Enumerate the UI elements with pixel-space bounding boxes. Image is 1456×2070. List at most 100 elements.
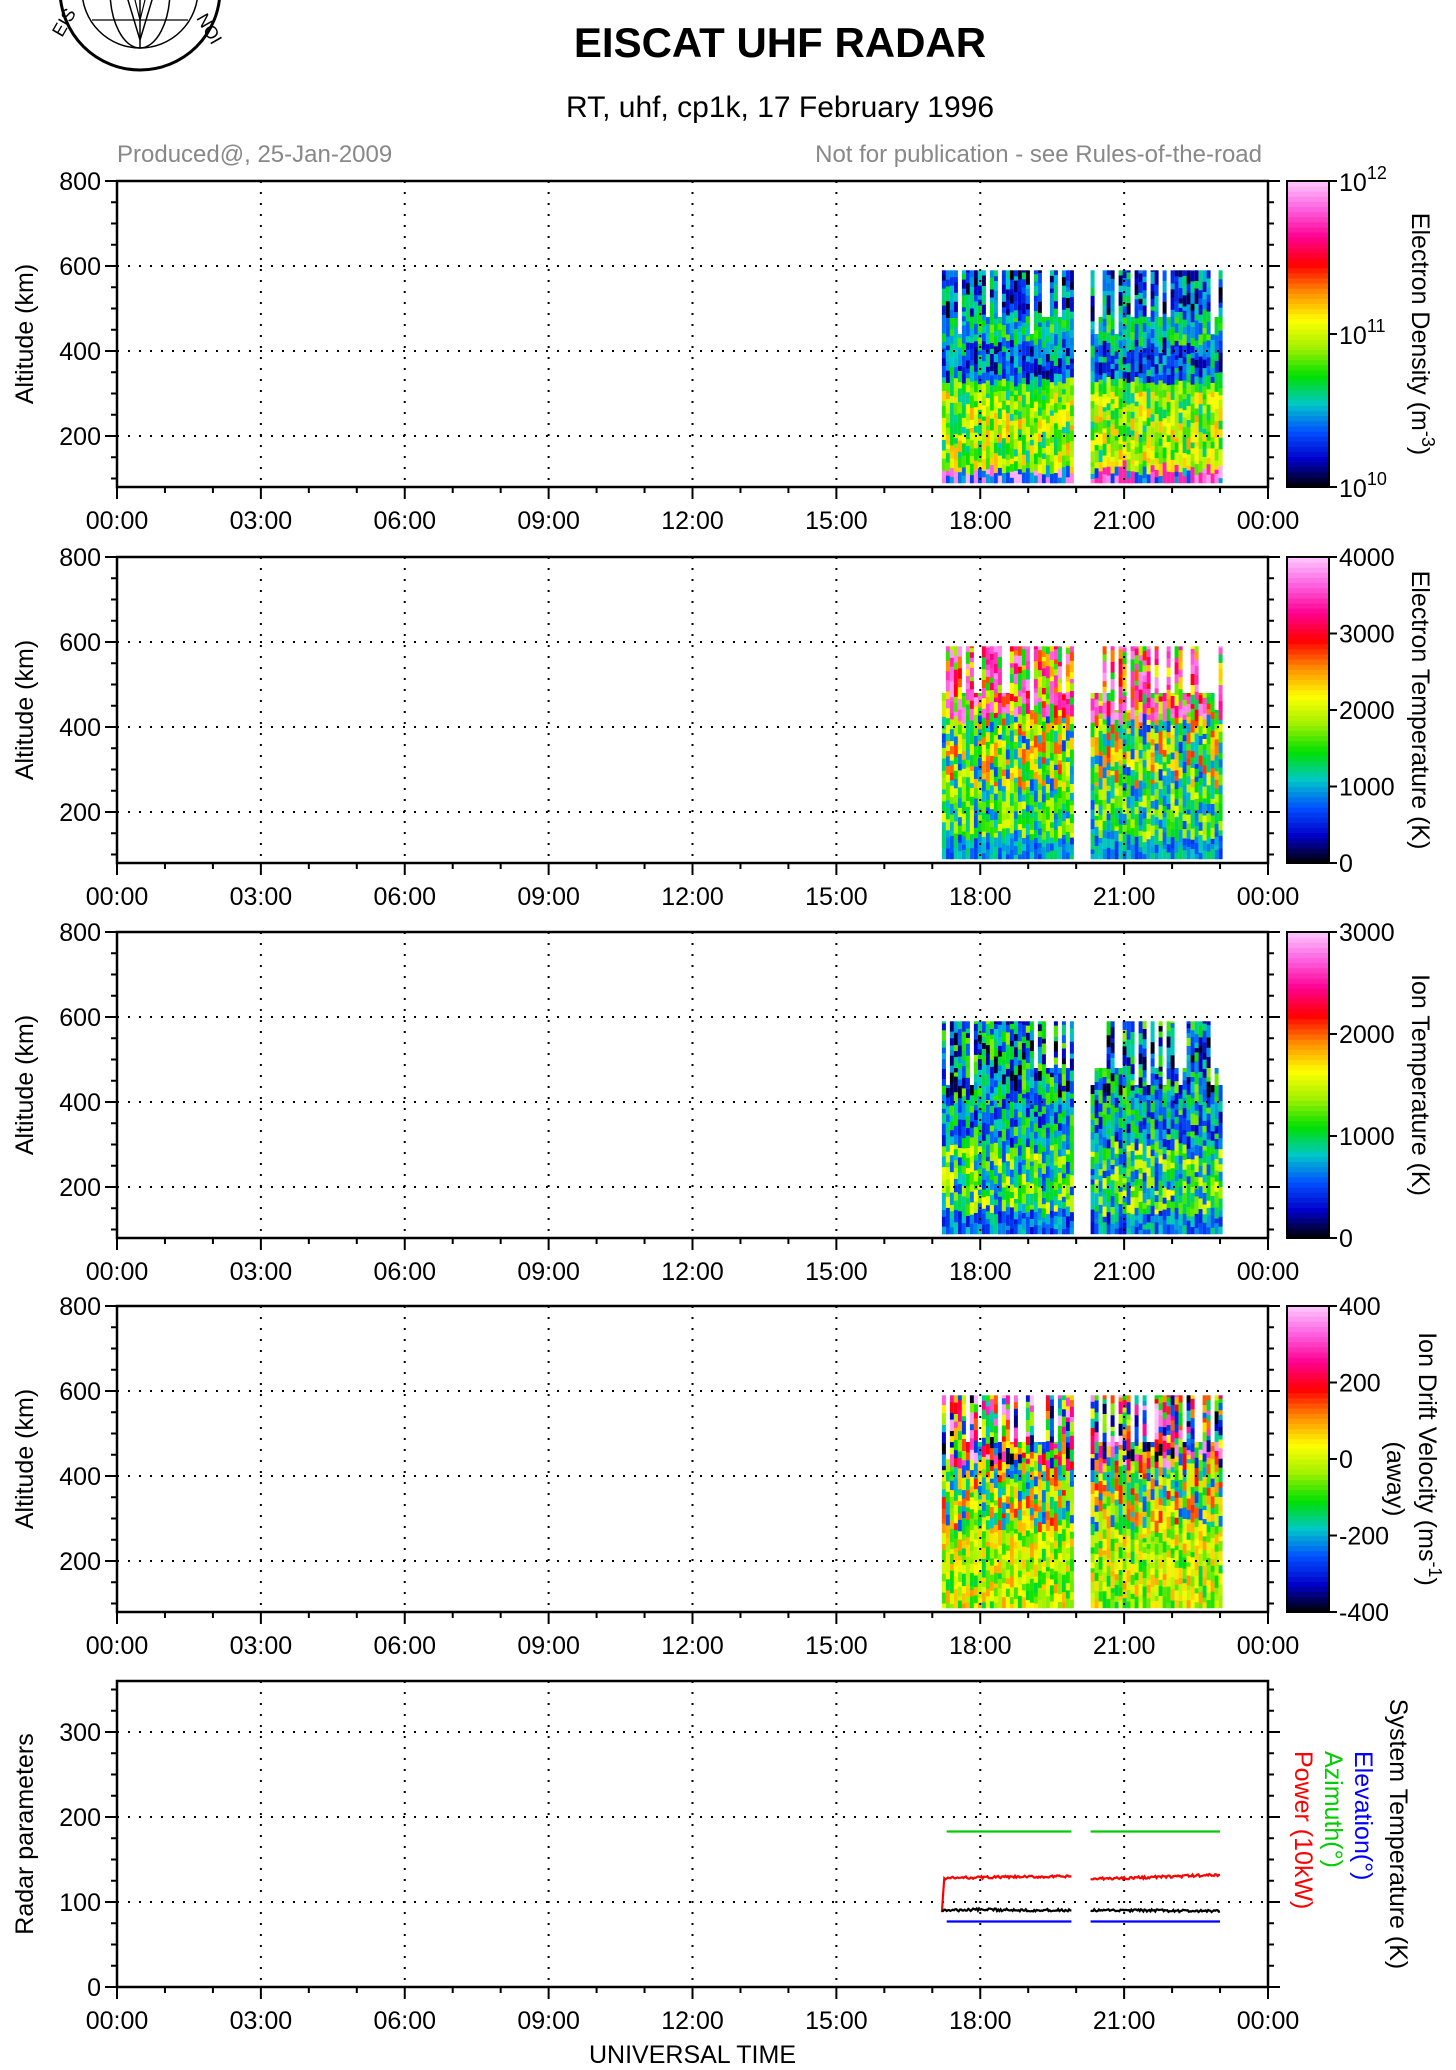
heatmap-cell [1090,371,1095,383]
heatmap-cell [1190,303,1195,311]
heatmap-cell [977,1177,982,1185]
heatmap-cell [1098,804,1103,816]
heatmap-cell [1033,747,1038,759]
heatmap-cell [965,473,970,484]
heatmap-cell [973,837,978,848]
heatmap-cell [1138,404,1143,417]
heatmap-cell [1061,1063,1066,1075]
heatmap-cell [1190,475,1195,484]
heatmap-cell [1114,782,1119,789]
heatmap-cell [1150,413,1155,422]
heatmap-cell [1210,396,1215,402]
heatmap-cell [1017,666,1022,674]
heatmap-cell [1122,1086,1127,1100]
heatmap-cell [1182,734,1187,742]
heatmap-cell [1110,391,1115,400]
heatmap-cell [1206,388,1211,395]
heatmap-cell [985,1104,990,1115]
heatmap-cell [1049,1076,1054,1087]
heatmap-cell [1017,1048,1022,1061]
heatmap-cell [1025,738,1030,750]
heatmap-cell [945,818,950,831]
heatmap-cell [965,1215,970,1228]
heatmap-cell [993,438,998,443]
heatmap-cell [1061,843,1066,851]
heatmap-cell [1106,1053,1111,1061]
heatmap-cell [985,1023,990,1036]
heatmap-cell [1162,775,1167,786]
heatmap-cell [981,458,986,466]
heatmap-cell [1057,468,1062,478]
heatmap-cell [1029,1104,1034,1109]
heatmap-cell [993,442,998,454]
heatmap-cell [1174,433,1179,439]
heatmap-cell [1130,1079,1135,1086]
heatmap-cell [1033,344,1038,352]
heatmap-cell [1210,424,1215,438]
heatmap-cell [1029,407,1034,418]
heatmap-cell [1218,742,1223,753]
heatmap-cell [953,358,958,368]
heatmap-cell [1114,475,1119,484]
heatmap-cell [1025,823,1030,831]
heatmap-cell [1190,1159,1195,1165]
heatmap-cell [981,1042,986,1049]
heatmap-cell [1057,1149,1062,1157]
heatmap-cell [1170,1027,1175,1039]
heatmap-cell [1146,759,1151,771]
heatmap-cell [1110,766,1115,771]
heatmap-cell [1065,1198,1070,1207]
heatmap-cell [1090,277,1095,288]
heatmap-cell [965,325,970,337]
heatmap-cell [1033,291,1038,296]
heatmap-cell [1174,412,1179,423]
heatmap-cell [1118,270,1123,276]
heatmap-cell [1142,759,1147,768]
heatmap-cell [973,340,978,348]
heatmap-cell [1186,829,1191,839]
heatmap-cell [1009,420,1014,426]
heatmap-cell [1017,1144,1022,1156]
heatmap-cell [1037,1046,1042,1052]
heatmap-cell [949,436,954,446]
heatmap-cell [1166,466,1171,472]
heatmap-cell [1025,372,1030,385]
heatmap-cell [1017,1059,1022,1066]
heatmap-cell [1098,1191,1103,1197]
colorbar-swatch [1287,415,1329,422]
heatmap-cell [1069,456,1074,463]
heatmap-cell [989,1189,994,1196]
heatmap-cell [1162,270,1167,272]
heatmap-cell [1182,1153,1187,1160]
heatmap-cell [1025,679,1030,691]
heatmap-cell [981,778,986,792]
heatmap-cell [1134,277,1139,285]
heatmap-cell [1017,291,1022,297]
heatmap-cell [1202,733,1207,739]
heatmap-cell [969,447,974,457]
heatmap-cell [1150,756,1155,765]
heatmap-cell [1186,1226,1191,1235]
heatmap-cell [1126,336,1131,344]
heatmap-cell [965,1127,970,1136]
heatmap-cell [965,839,970,849]
heatmap-cell [1150,354,1155,367]
heatmap-cell [1061,270,1066,278]
heatmap-cell [1158,413,1163,422]
heatmap-cell [1065,852,1070,860]
heatmap-cell [1214,334,1219,347]
heatmap-cell [1210,699,1215,713]
heatmap-cell [1122,831,1127,841]
heatmap-cell [1041,473,1046,484]
heatmap-cell [957,434,962,441]
heatmap-cell [1166,720,1171,733]
heatmap-cell [1118,1117,1123,1128]
heatmap-cell [985,789,990,800]
heatmap-cell [1021,286,1026,294]
colorbar-swatch [1287,242,1329,248]
heatmap-cell [969,474,974,484]
heatmap-cell [1061,1164,1066,1174]
heatmap-cell [1126,1181,1131,1195]
heatmap-cell [961,355,966,368]
heatmap-cell [1090,1156,1095,1162]
